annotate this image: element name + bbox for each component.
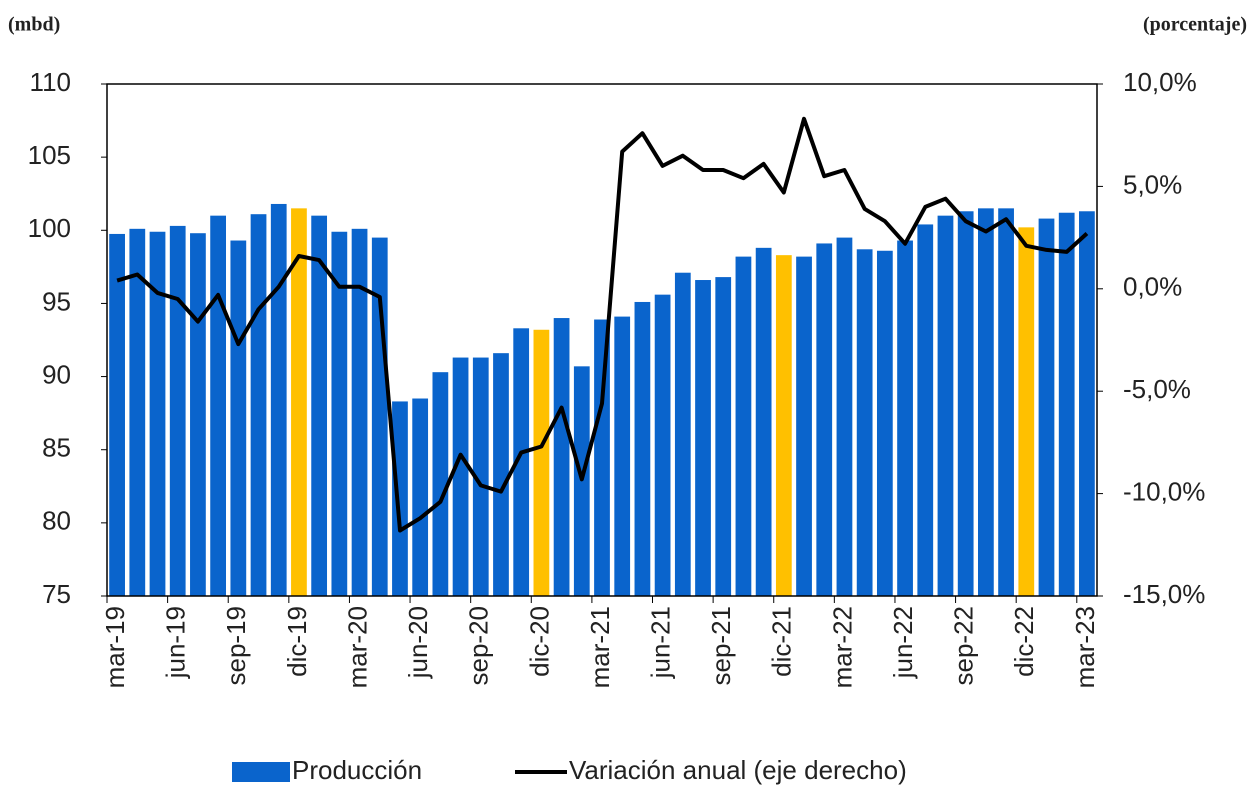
x-tick-label: dic-22 — [1009, 606, 1039, 677]
bar — [129, 228, 146, 596]
bar — [109, 233, 125, 596]
x-tick-label: sep-21 — [706, 606, 736, 686]
x-tick-label: mar-19 — [100, 606, 130, 688]
y-tick-label: 80 — [42, 506, 71, 536]
bar — [412, 398, 429, 596]
bar — [230, 240, 247, 597]
bar — [897, 240, 913, 597]
bar — [432, 372, 449, 596]
x-tick-label: dic-20 — [524, 606, 554, 677]
bar — [452, 357, 469, 596]
y-tick-label: 85 — [42, 433, 71, 463]
bar — [977, 208, 994, 597]
bar — [169, 225, 186, 596]
y2-axis-label: (porcentaje) — [1143, 14, 1247, 36]
bar — [674, 272, 691, 596]
bar — [392, 401, 408, 596]
bar — [937, 215, 954, 596]
x-tick-label: jun-20 — [403, 606, 433, 679]
bar — [876, 250, 893, 596]
bar — [796, 256, 812, 596]
bar — [775, 255, 792, 596]
y-tick-label: 95 — [42, 286, 71, 316]
bar — [1038, 218, 1055, 596]
bar — [533, 329, 550, 596]
bar — [149, 231, 166, 596]
y-tick-label: 90 — [42, 359, 71, 389]
bar — [998, 208, 1014, 597]
bar — [472, 357, 489, 596]
y-tick-label: 75 — [42, 579, 71, 609]
bar — [250, 214, 267, 597]
bar — [715, 277, 732, 596]
y2-tick-label: -5,0% — [1123, 374, 1191, 404]
bar — [856, 249, 873, 596]
x-tick-label: dic-21 — [767, 606, 797, 677]
bar — [917, 224, 934, 597]
bar — [493, 353, 509, 596]
y-tick-label: 100 — [28, 213, 71, 243]
bar — [614, 316, 631, 596]
bar — [594, 319, 610, 596]
legend-label: Producción — [292, 755, 422, 785]
bar — [957, 211, 974, 597]
bar — [371, 237, 388, 596]
x-tick-label: jun-22 — [888, 606, 918, 679]
y-tick-label: 110 — [30, 67, 71, 97]
plot-frame — [106, 83, 1098, 597]
bar — [1079, 211, 1095, 597]
bar — [270, 203, 287, 596]
y2-tick-label: 5,0% — [1123, 169, 1182, 199]
bar — [755, 247, 772, 596]
bar — [210, 215, 227, 596]
bar — [1058, 212, 1075, 596]
bar — [190, 233, 206, 596]
x-tick-label: sep-19 — [221, 606, 251, 686]
bar — [291, 208, 307, 597]
x-tick-label: mar-22 — [827, 606, 857, 688]
legend-label: Variación anual (eje derecho) — [569, 755, 907, 785]
bar — [836, 237, 853, 596]
x-tick-label: sep-22 — [949, 606, 979, 686]
x-tick-label: mar-21 — [585, 606, 615, 688]
y-axis-label: (mbd) — [8, 14, 60, 36]
y-tick-label: 105 — [28, 140, 71, 170]
bar — [351, 228, 368, 596]
legend-swatch — [232, 762, 290, 782]
y2-tick-label: -10,0% — [1123, 476, 1205, 506]
x-tick-label: dic-19 — [282, 606, 312, 677]
bar — [654, 294, 671, 596]
line — [116, 116, 1089, 533]
bar — [1018, 227, 1035, 597]
x-tick-label: jun-21 — [645, 606, 675, 679]
x-tick-label: mar-20 — [342, 606, 372, 688]
bar — [553, 318, 570, 596]
y2-tick-label: 10,0% — [1123, 67, 1197, 97]
bar — [634, 301, 651, 596]
y2-tick-label: 0,0% — [1123, 272, 1182, 302]
x-tick-label: sep-20 — [464, 606, 494, 686]
y2-tick-label: -15,0% — [1123, 579, 1205, 609]
bar — [735, 256, 752, 596]
bar — [513, 328, 530, 596]
x-tick-label: jun-19 — [161, 606, 191, 679]
bar — [816, 243, 833, 597]
bar — [311, 215, 328, 596]
bar — [695, 280, 711, 596]
x-tick-label: mar-23 — [1070, 606, 1100, 688]
bar — [331, 231, 348, 596]
